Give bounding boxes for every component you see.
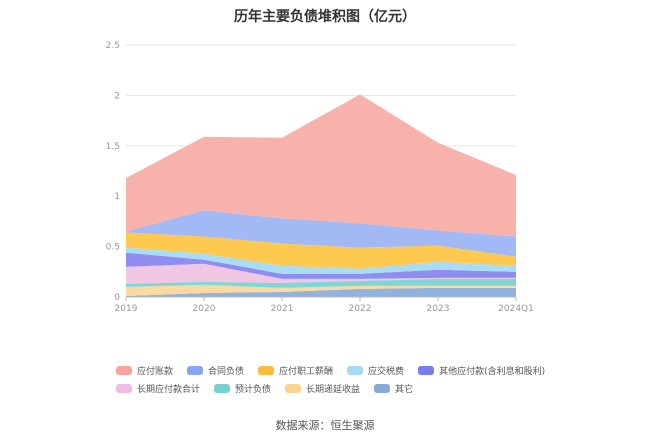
x-tick-label: 2020 xyxy=(193,304,216,314)
legend-label: 其他应付款(含利息和股利) xyxy=(439,366,546,377)
legend-row: 应付账款 合同负债 应付职工薪酬 应交税费 其他应付款(含利息和股利) xyxy=(116,361,616,379)
axes: 0 0.5 1 1.5 2 2.5 2019 2020 2021 2022 2023 2024Q1 xyxy=(106,41,534,314)
legend-swatch xyxy=(285,383,302,393)
legend-swatch xyxy=(214,383,231,393)
legend-label: 长期应付款合计 xyxy=(137,384,201,395)
legend-label: 长期递延收益 xyxy=(306,384,361,395)
y-tick-label: 0 xyxy=(114,293,120,303)
legend-item[interactable]: 长期应付款合计 xyxy=(116,382,200,395)
x-tick-label: 2022 xyxy=(349,304,372,314)
x-tick-label: 2021 xyxy=(271,304,294,314)
legend-label: 预计负债 xyxy=(235,384,272,395)
legend-item[interactable]: 其它 xyxy=(374,382,413,395)
legend-item[interactable]: 其他应付款(含利息和股利) xyxy=(418,364,545,377)
legend-swatch xyxy=(116,383,132,393)
legend-item[interactable]: 合同负债 xyxy=(187,364,244,377)
legend-row: 长期应付款合计 预计负债 长期递延收益 其它 xyxy=(116,379,616,397)
legend-item[interactable]: 应交税费 xyxy=(347,364,404,377)
legend-swatch xyxy=(347,365,364,375)
stacked-area-chart: 0 0.5 1 1.5 2 2.5 2019 2020 2021 2022 2023 2024Q1 xyxy=(106,41,534,314)
legend-swatch xyxy=(258,365,275,375)
legend-swatch xyxy=(418,365,435,375)
y-tick-label: 2 xyxy=(114,91,120,101)
legend-label: 应付账款 xyxy=(137,366,174,377)
legend-swatch xyxy=(187,365,204,375)
legend-item[interactable]: 预计负债 xyxy=(214,382,271,395)
x-tick-label: 2019 xyxy=(115,304,138,314)
y-tick-label: 1.5 xyxy=(106,142,120,152)
chart-title: 历年主要负债堆积图（亿元） xyxy=(234,9,416,25)
area-series-预计负债 xyxy=(126,278,516,288)
y-tick-label: 2.5 xyxy=(106,41,120,51)
legend: 应付账款 合同负债 应付职工薪酬 应交税费 其他应付款(含利息和股利) 长期应付款合计 预计… xyxy=(116,361,616,397)
legend-label: 其它 xyxy=(395,384,414,395)
legend-label: 应交税费 xyxy=(368,366,405,377)
area-series-长期递延收益 xyxy=(126,284,516,296)
y-tick-label: 1 xyxy=(114,192,120,202)
legend-swatch xyxy=(116,365,132,375)
legend-label: 合同负债 xyxy=(208,366,245,377)
area-series-应交税费 xyxy=(126,247,516,274)
x-tick-label: 2024Q1 xyxy=(498,304,534,314)
area-series-应付职工薪酬 xyxy=(126,232,516,269)
area-series-其他应付款(含利息和股利) xyxy=(126,252,516,279)
area-series-合同负债 xyxy=(126,210,516,257)
legend-swatch xyxy=(374,383,391,393)
x-tick-label: 2023 xyxy=(427,304,450,314)
legend-item[interactable]: 应付职工薪酬 xyxy=(258,364,333,377)
legend-item[interactable]: 应付账款 xyxy=(116,364,173,377)
area-series xyxy=(126,94,516,297)
area-series-应付账款 xyxy=(126,94,516,237)
legend-item[interactable]: 长期递延收益 xyxy=(285,382,360,395)
area-series-长期应付款合计 xyxy=(126,263,516,284)
legend-label: 应付职工薪酬 xyxy=(279,366,334,377)
y-tick-label: 0.5 xyxy=(106,243,120,253)
source-note: 数据来源：恒生聚源 xyxy=(275,419,375,432)
area-series-其它 xyxy=(126,287,516,297)
